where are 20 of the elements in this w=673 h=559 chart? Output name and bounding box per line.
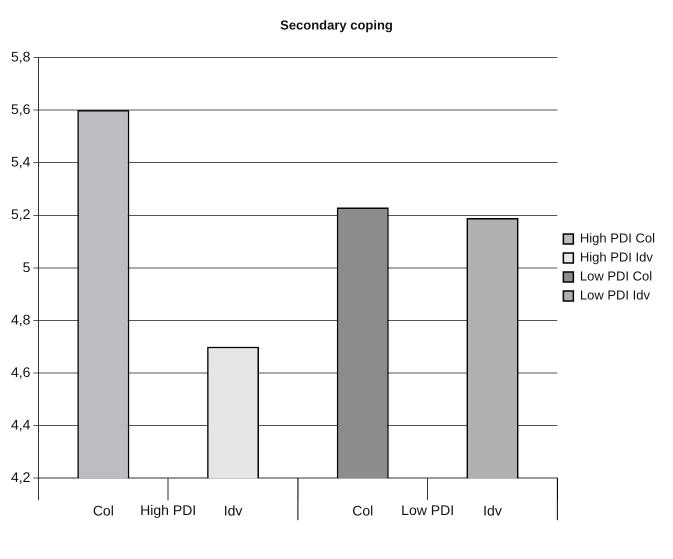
x-tick-label: Idv bbox=[483, 502, 502, 518]
y-tick-label: 4,6 bbox=[10, 364, 31, 380]
legend-label: High PDI Idv bbox=[580, 250, 654, 265]
x-tick-label: Col bbox=[352, 502, 374, 518]
text: Low PDI bbox=[401, 502, 454, 518]
y-tick-label: 5 bbox=[22, 258, 31, 275]
y-tick-label: 5,6 bbox=[10, 101, 31, 118]
x-tick-label: Idv bbox=[224, 502, 242, 518]
legend-label: Low PDI Col bbox=[580, 268, 652, 284]
legend-label: High PDI Col bbox=[580, 230, 656, 246]
text: High PDI bbox=[140, 502, 196, 518]
y-tick-label: 5,2 bbox=[10, 206, 31, 222]
y-tick-label: 4,4 bbox=[10, 416, 31, 432]
y-tick-label: 4,2 bbox=[10, 469, 31, 486]
y-tick-label: 4,8 bbox=[10, 311, 31, 328]
y-tick-label: 5,4 bbox=[10, 154, 31, 170]
x-tick-label: Col bbox=[92, 502, 114, 518]
legend-label: Low PDI Idv bbox=[580, 288, 650, 303]
y-tick-label: 5,8 bbox=[10, 48, 31, 64]
chart-title: Secondary coping bbox=[280, 17, 393, 32]
